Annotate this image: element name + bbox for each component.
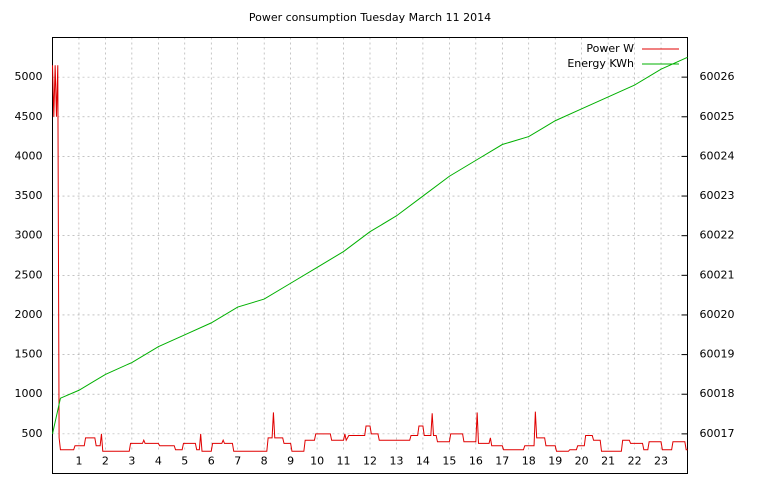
x-tick-label: 17 <box>495 455 509 468</box>
y-tick-label: 3500 <box>15 189 43 202</box>
y2-tick-label: 60020 <box>700 308 735 321</box>
y2-tick-label: 60025 <box>700 110 735 123</box>
x-tick-label: 11 <box>337 455 351 468</box>
series-line <box>52 56 688 434</box>
x-tick-label: 22 <box>628 455 642 468</box>
x-tick-label: 23 <box>654 455 668 468</box>
x-tick-label: 5 <box>181 455 188 468</box>
x-tick-label: 20 <box>575 455 589 468</box>
x-tick-label: 13 <box>389 455 403 468</box>
y-tick-label: 4000 <box>15 149 43 162</box>
legend-label: Power W <box>586 42 634 55</box>
plot-frame <box>52 37 688 474</box>
y2-tick-label: 60024 <box>700 149 735 162</box>
y-tick-label: 3000 <box>15 229 43 242</box>
x-tick-label: 16 <box>469 455 483 468</box>
x-tick-label: 10 <box>310 455 324 468</box>
y-tick-label: 1500 <box>15 348 43 361</box>
x-tick-label: 2 <box>102 455 109 468</box>
y-tick-label: 2500 <box>15 268 43 281</box>
x-tick-label: 18 <box>522 455 536 468</box>
legend-label: Energy KWh <box>567 57 634 70</box>
x-tick-label: 1 <box>75 455 82 468</box>
x-tick-label: 19 <box>548 455 562 468</box>
y2-tick-label: 60018 <box>700 387 735 400</box>
chart-title: Power consumption Tuesday March 11 2014 <box>249 11 491 24</box>
x-tick-label: 3 <box>128 455 135 468</box>
y2-tick-label: 60017 <box>700 427 735 440</box>
y-tick-label: 1000 <box>15 387 43 400</box>
x-tick-label: 14 <box>416 455 430 468</box>
x-tick-label: 21 <box>601 455 615 468</box>
y2-tick-label: 60026 <box>700 70 735 83</box>
y-tick-label: 2000 <box>15 308 43 321</box>
y-tick-label: 500 <box>22 427 43 440</box>
series-line <box>52 65 688 452</box>
x-tick-label: 15 <box>442 455 456 468</box>
x-tick-label: 4 <box>155 455 162 468</box>
y2-tick-label: 60021 <box>700 268 735 281</box>
x-tick-label: 6 <box>208 455 215 468</box>
y-tick-label: 4500 <box>15 110 43 123</box>
y2-tick-label: 60019 <box>700 348 735 361</box>
x-tick-label: 7 <box>234 455 241 468</box>
x-tick-label: 9 <box>287 455 294 468</box>
x-tick-label: 8 <box>261 455 268 468</box>
y-tick-label: 5000 <box>15 70 43 83</box>
y2-tick-label: 60022 <box>700 229 735 242</box>
x-tick-label: 12 <box>363 455 377 468</box>
y2-tick-label: 60023 <box>700 189 735 202</box>
